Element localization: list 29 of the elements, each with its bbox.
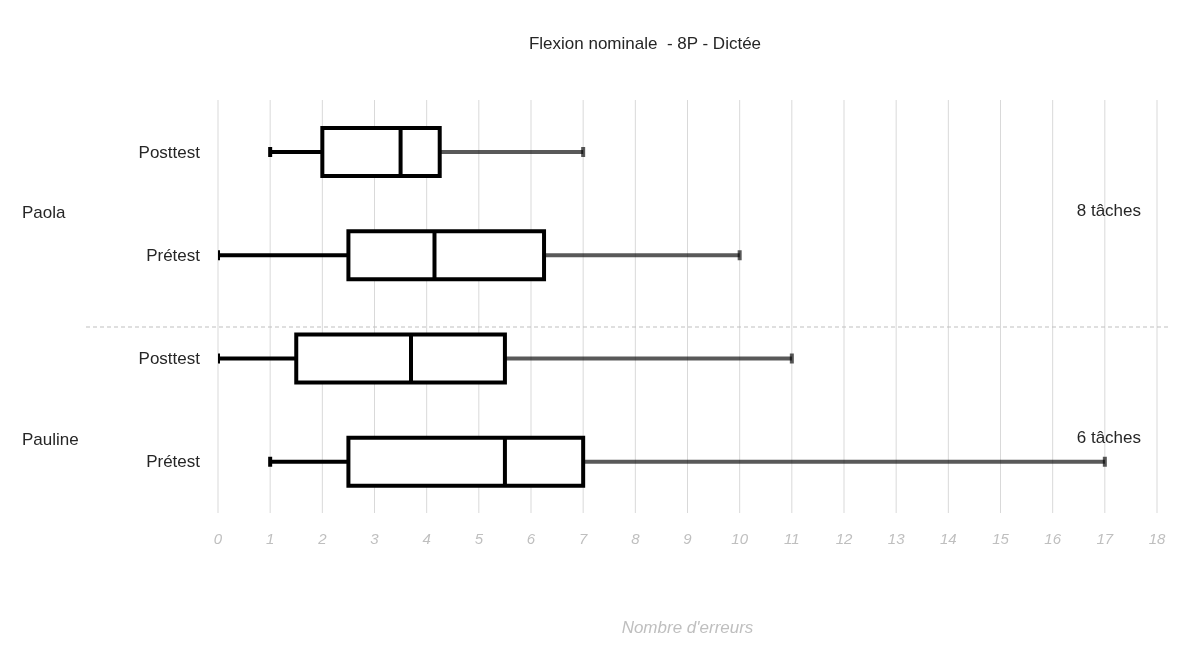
- annotation: 8 tâches: [1076, 201, 1141, 222]
- x-tick-label: 12: [835, 529, 853, 547]
- x-tick-label: 18: [1148, 529, 1166, 547]
- text: Pauline: [22, 429, 79, 450]
- x-tick-label: 14: [939, 529, 957, 547]
- x-axis-title: Nombre d'erreurs: [620, 618, 755, 638]
- y-tick-label: Prétest: [146, 452, 201, 472]
- x-tick-label: 15: [992, 529, 1010, 547]
- x-tick-label: 17: [1096, 529, 1114, 547]
- x-tick-label: 9: [683, 529, 693, 547]
- text: Paola: [22, 203, 66, 224]
- x-tick-label: 0: [213, 529, 223, 547]
- annotation: 6 tâches: [1076, 427, 1141, 448]
- x-tick-label: 11: [784, 529, 800, 547]
- x-tick-label: 2: [317, 529, 328, 547]
- y-tick-label: Posttest: [138, 142, 201, 162]
- x-tick-label: 3: [370, 529, 380, 547]
- y-tick-label: Prétest: [146, 245, 201, 265]
- x-tick-label: 13: [887, 529, 906, 547]
- x-tick-label: 4: [422, 529, 431, 547]
- chart-title: Flexion nominale - 8P - Dictée: [527, 34, 763, 54]
- x-tick-label: 6: [526, 529, 536, 547]
- x-tick-label: 10: [731, 529, 749, 547]
- x-tick-label: 8: [631, 529, 641, 547]
- x-tick-label: 1: [265, 529, 275, 547]
- y-tick-label: Posttest: [138, 349, 201, 369]
- x-tick-label: 5: [474, 529, 484, 547]
- x-tick-label: 16: [1044, 529, 1062, 547]
- x-tick-label: 7: [578, 529, 588, 547]
